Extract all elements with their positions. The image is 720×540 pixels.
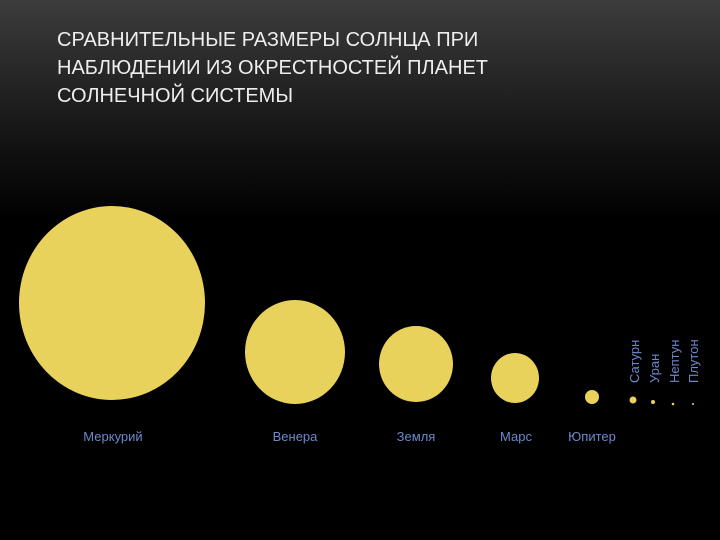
planet-label: Марс <box>500 429 532 444</box>
planet-label: Нептун <box>667 340 682 383</box>
sun-disc <box>19 206 205 400</box>
sun-disc <box>491 353 539 403</box>
sun-disc <box>245 300 345 404</box>
sun-disc <box>651 400 655 404</box>
sun-disc <box>585 390 599 404</box>
sun-disc <box>379 326 453 402</box>
planet-label: Юпитер <box>568 429 616 444</box>
planet-label: Венера <box>273 429 319 444</box>
planet-label: Меркурий <box>83 429 142 444</box>
sun-disc <box>692 403 694 405</box>
sun-disc <box>629 396 637 404</box>
sun-disc <box>671 402 675 406</box>
title-line: НАБЛЮДЕНИИ ИЗ ОКРЕСТНОСТЕЙ ПЛАНЕТ <box>57 55 488 79</box>
planet-label: Сатурн <box>627 340 642 383</box>
planet-label: Плутон <box>686 339 701 383</box>
title-line: СРАВНИТЕЛЬНЫЕ РАЗМЕРЫ СОЛНЦА ПРИ <box>57 29 478 51</box>
title-line: СОЛНЕЧНОЙ СИСТЕМЫ <box>57 83 293 107</box>
planet-label: Земля <box>397 429 436 444</box>
planet-label: Уран <box>647 354 662 383</box>
